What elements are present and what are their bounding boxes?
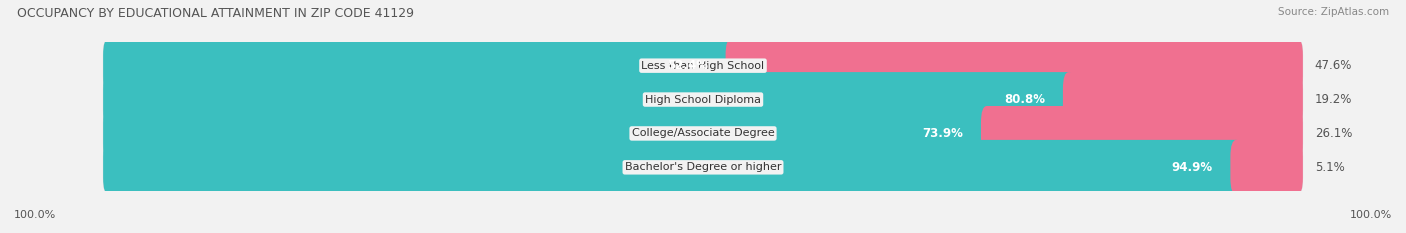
FancyBboxPatch shape [725,38,1303,93]
Text: 26.1%: 26.1% [1315,127,1353,140]
Text: 80.8%: 80.8% [1004,93,1045,106]
Text: College/Associate Degree: College/Associate Degree [631,128,775,138]
Text: 94.9%: 94.9% [1171,161,1212,174]
FancyBboxPatch shape [103,38,1303,93]
Text: 100.0%: 100.0% [14,210,56,220]
Text: OCCUPANCY BY EDUCATIONAL ATTAINMENT IN ZIP CODE 41129: OCCUPANCY BY EDUCATIONAL ATTAINMENT IN Z… [17,7,413,20]
FancyBboxPatch shape [103,106,1303,161]
Text: 73.9%: 73.9% [922,127,963,140]
FancyBboxPatch shape [103,140,1303,195]
Text: Less than High School: Less than High School [641,61,765,71]
Text: 100.0%: 100.0% [1350,210,1392,220]
Text: 47.6%: 47.6% [1315,59,1353,72]
FancyBboxPatch shape [103,72,1074,127]
Text: High School Diploma: High School Diploma [645,95,761,105]
FancyBboxPatch shape [103,106,993,161]
FancyBboxPatch shape [981,106,1303,161]
Text: Bachelor's Degree or higher: Bachelor's Degree or higher [624,162,782,172]
Text: 19.2%: 19.2% [1315,93,1353,106]
FancyBboxPatch shape [103,140,1243,195]
FancyBboxPatch shape [1230,140,1303,195]
Text: Source: ZipAtlas.com: Source: ZipAtlas.com [1278,7,1389,17]
Text: 5.1%: 5.1% [1315,161,1344,174]
FancyBboxPatch shape [1063,72,1303,127]
FancyBboxPatch shape [103,72,1303,127]
FancyBboxPatch shape [103,38,738,93]
Text: 52.4%: 52.4% [666,59,707,72]
